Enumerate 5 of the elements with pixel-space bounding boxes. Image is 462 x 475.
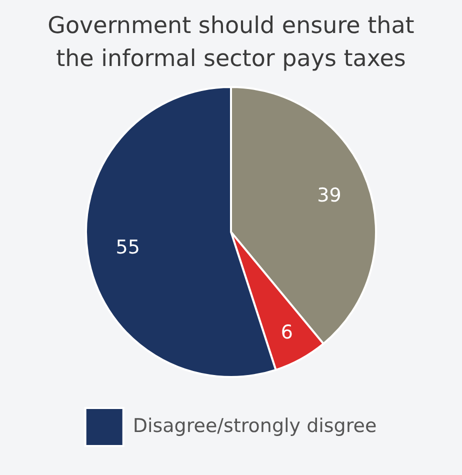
chart-title: Government should ensure that the informal sector pays taxes <box>46 12 416 74</box>
legend-label: Disagree/strongly disgree <box>132 414 377 437</box>
data-label: 39 <box>317 184 342 207</box>
data-label: 6 <box>280 322 293 344</box>
data-label: 55 <box>116 236 140 258</box>
